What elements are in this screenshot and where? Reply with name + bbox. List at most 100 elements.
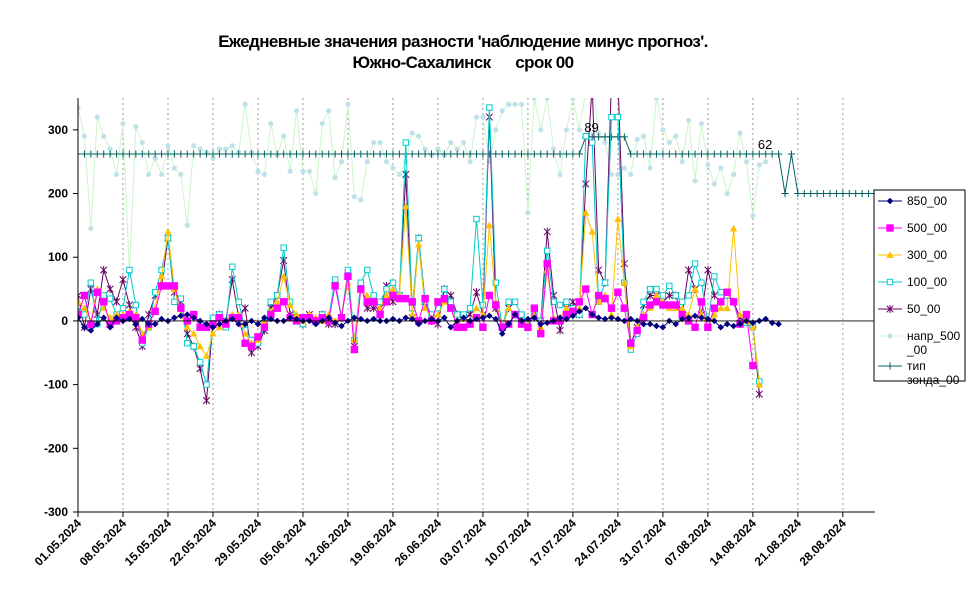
point-850_00: [216, 320, 223, 328]
point-500_00: [80, 291, 89, 300]
point-тип зонда_00: [871, 189, 875, 198]
point-50_00: [615, 75, 622, 83]
point-тип зонда_00: [537, 150, 545, 158]
point-тип зонда_00: [235, 150, 243, 158]
point-500_00: [697, 298, 706, 306]
point-100_00: [383, 285, 390, 293]
point-100_00: [511, 298, 519, 306]
point-напр_500_00: [576, 127, 582, 133]
legend-label-300_00: 300_00: [907, 248, 947, 262]
point-напр_500_00: [242, 101, 248, 107]
point-50_00: [556, 326, 564, 335]
point-100_00: [280, 244, 287, 251]
point-тип зонда_00: [260, 150, 268, 158]
y-tick-label: -300: [44, 505, 68, 519]
point-напр_500_00: [146, 171, 152, 178]
y-tick-label: 0: [61, 314, 68, 328]
point-300_00: [472, 304, 481, 312]
point-50_00: [112, 297, 121, 306]
point-300_00: [196, 342, 204, 350]
point-тип зонда_00: [800, 189, 808, 198]
point-тип зонда_00: [543, 150, 551, 158]
point-напр_500_00: [756, 162, 762, 168]
point-напр_500_00: [390, 165, 396, 171]
point-50_00: [569, 297, 577, 306]
point-тип зонда_00: [93, 150, 101, 158]
point-850_00: [87, 327, 95, 334]
point-100_00: [659, 292, 667, 299]
point-50_00: [684, 266, 693, 274]
chart-title-line2: Южно-Сахалинск срок 00: [353, 53, 574, 72]
point-напр_500_00: [551, 146, 557, 152]
point-850_00: [228, 315, 236, 323]
point-тип зонда_00: [190, 150, 198, 158]
point-850_00: [312, 320, 320, 328]
point-850_00: [646, 320, 654, 328]
point-50_00: [119, 275, 127, 284]
point-напр_500_00: [364, 159, 370, 165]
point-напр_500_00: [268, 120, 274, 127]
series-100_00: [78, 104, 763, 388]
point-тип зонда_00: [183, 150, 191, 158]
point-500_00: [594, 291, 603, 300]
point-300_00: [202, 352, 211, 359]
point-500_00: [672, 301, 680, 309]
point-50_00: [665, 291, 673, 300]
point-тип зонда_00: [408, 150, 416, 158]
point-тип зонда_00: [672, 150, 680, 158]
point-300_00: [389, 285, 397, 292]
point-500_00: [93, 288, 101, 296]
point-тип зонда_00: [382, 150, 391, 158]
point-500_00: [350, 345, 359, 354]
point-100_00: [518, 311, 525, 318]
x-tick-label: 01.05.2024: [32, 516, 85, 569]
point-тип зонда_00: [138, 150, 146, 158]
point-напр_500_00: [113, 171, 120, 178]
x-tick-label: 15.05.2024: [122, 516, 175, 569]
point-100_00: [151, 289, 159, 296]
point-500_00: [627, 339, 635, 347]
point-напр_500_00: [383, 159, 390, 165]
point-тип зонда_00: [254, 150, 262, 158]
point-100_00: [357, 279, 365, 286]
point-100_00: [235, 298, 242, 306]
point-напр_500_00: [641, 133, 647, 139]
point-напр_500_00: [653, 98, 660, 101]
point-тип зонда_00: [762, 150, 770, 158]
point-850_00: [575, 308, 583, 315]
point-300_00: [729, 224, 738, 232]
point-500_00: [331, 282, 339, 290]
point-100_00: [402, 139, 409, 146]
legend-marker-850_00: [886, 197, 894, 205]
point-напр_500_00: [615, 171, 621, 178]
point-напр_500_00: [711, 181, 717, 187]
point-300_00: [286, 301, 294, 308]
point-напр_500_00: [750, 213, 756, 219]
point-500_00: [344, 272, 352, 281]
point-напр_500_00: [178, 171, 184, 178]
point-300_00: [183, 323, 191, 331]
point-тип зонда_00: [607, 133, 616, 141]
point-500_00: [479, 323, 487, 331]
point-300_00: [273, 298, 281, 305]
point-850_00: [177, 312, 185, 320]
point-500_00: [459, 323, 468, 331]
point-850_00: [254, 320, 262, 328]
point-напр_500_00: [313, 190, 319, 197]
point-тип зонда_00: [595, 133, 603, 141]
point-напр_500_00: [197, 146, 203, 152]
point-тип зонда_00: [852, 189, 860, 198]
point-300_00: [652, 291, 661, 299]
point-напр_500_00: [255, 168, 261, 174]
point-напр_500_00: [538, 127, 544, 133]
point-тип зонда_00: [222, 150, 230, 158]
legend-label-тип зонда_00: тип зонда_00: [907, 359, 960, 387]
point-850_00: [492, 315, 500, 323]
point-500_00: [357, 285, 365, 293]
point-напр_500_00: [596, 130, 602, 136]
point-500_00: [652, 298, 661, 306]
point-300_00: [414, 240, 423, 248]
point-300_00: [209, 329, 217, 337]
point-тип зонда_00: [466, 150, 474, 158]
point-850_00: [408, 315, 416, 323]
